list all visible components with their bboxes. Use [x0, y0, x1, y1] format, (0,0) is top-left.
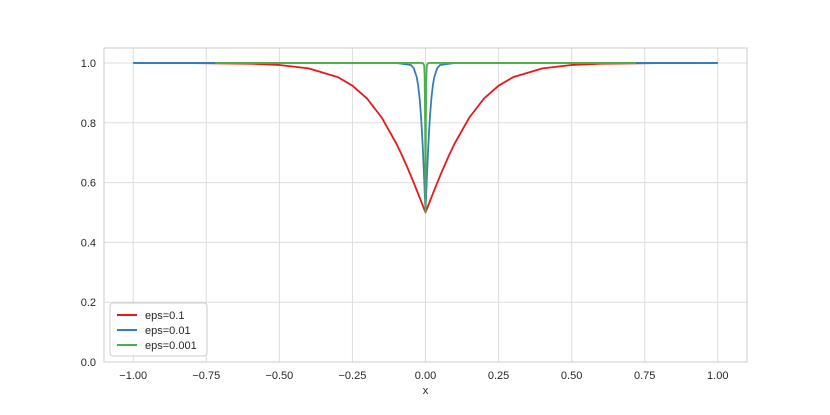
- x-tick-label: 0.00: [415, 370, 436, 382]
- legend-label: eps=0.001: [145, 340, 197, 352]
- legend-label: eps=0.1: [145, 310, 184, 322]
- y-tick-label: 0.0: [81, 357, 96, 369]
- x-axis-label: x: [423, 385, 429, 397]
- x-tick-label: 0.25: [488, 370, 509, 382]
- y-tick-label: 1.0: [81, 58, 96, 70]
- y-tick-label: 0.8: [81, 118, 96, 130]
- series-line-3: [215, 62, 636, 214]
- y-tick-labels: 0.0 0.2 0.4 0.6 0.8 1.0: [81, 58, 96, 369]
- x-tick-label: 0.75: [634, 370, 655, 382]
- x-tick-labels: −1.00 −0.75 −0.50 −0.25 0.00 0.25 0.50 0.75 1.00: [119, 370, 728, 382]
- y-tick-label: 0.6: [81, 178, 96, 190]
- plot-area: [103, 47, 748, 363]
- y-tick-label: 0.2: [81, 297, 96, 309]
- x-tick-label: −0.75: [192, 370, 220, 382]
- series-layer: [133, 62, 718, 214]
- x-tick-label: −1.00: [119, 370, 147, 382]
- legend: eps=0.1 eps=0.01 eps=0.001: [109, 302, 208, 357]
- x-tick-label: −0.50: [265, 370, 293, 382]
- x-tick-label: −0.25: [339, 370, 367, 382]
- x-tick-label: 0.50: [561, 370, 582, 382]
- legend-label: eps=0.01: [145, 325, 191, 337]
- y-tick-label: 0.4: [81, 237, 96, 249]
- x-tick-label: 1.00: [707, 370, 728, 382]
- legend-box: [109, 302, 208, 357]
